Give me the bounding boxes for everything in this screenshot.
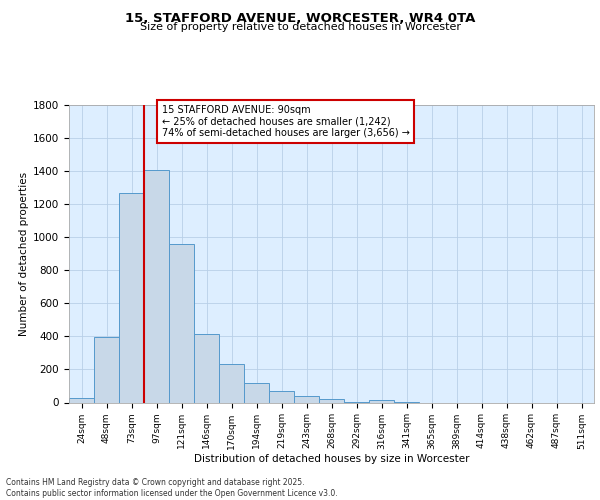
Text: Size of property relative to detached houses in Worcester: Size of property relative to detached ho…: [139, 22, 461, 32]
X-axis label: Distribution of detached houses by size in Worcester: Distribution of detached houses by size …: [194, 454, 469, 464]
Bar: [219, 364, 244, 403]
Bar: [319, 399, 344, 402]
Bar: [369, 400, 394, 402]
Bar: [269, 391, 294, 402]
Text: 15 STAFFORD AVENUE: 90sqm
← 25% of detached houses are smaller (1,242)
74% of se: 15 STAFFORD AVENUE: 90sqm ← 25% of detac…: [161, 105, 409, 138]
Bar: [69, 398, 94, 402]
Bar: [94, 337, 119, 402]
Text: 15, STAFFORD AVENUE, WORCESTER, WR4 0TA: 15, STAFFORD AVENUE, WORCESTER, WR4 0TA: [125, 12, 475, 26]
Text: Contains HM Land Registry data © Crown copyright and database right 2025.
Contai: Contains HM Land Registry data © Crown c…: [6, 478, 338, 498]
Bar: [144, 170, 169, 402]
Bar: [194, 334, 219, 402]
Bar: [294, 396, 319, 402]
Y-axis label: Number of detached properties: Number of detached properties: [19, 172, 29, 336]
Bar: [119, 194, 144, 402]
Bar: [244, 382, 269, 402]
Bar: [169, 244, 194, 402]
